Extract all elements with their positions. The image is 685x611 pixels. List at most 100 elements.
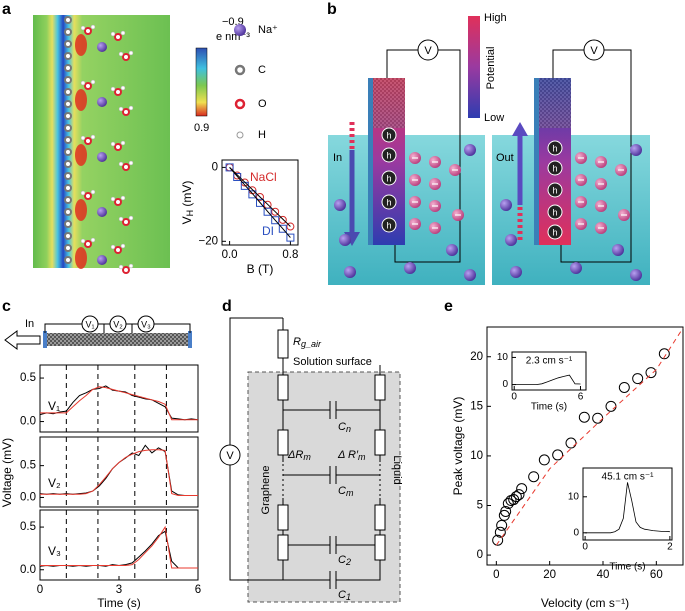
point: [658, 348, 670, 360]
hydrogen: [128, 105, 134, 111]
carbon: [64, 40, 72, 48]
symbol: Δ R′: [337, 449, 359, 461]
hydrogen: [120, 140, 126, 146]
in-label: In: [25, 318, 34, 330]
point: [516, 483, 528, 495]
point: [500, 505, 512, 517]
legend-label: C: [258, 64, 266, 76]
y-axis-label-part: H: [185, 210, 195, 217]
hole-label: h: [386, 220, 391, 230]
cation: [339, 234, 351, 246]
y-tick-label: 0: [477, 549, 483, 561]
carbon: [64, 136, 72, 144]
flow-label: Out: [496, 152, 514, 164]
symbol: C: [338, 589, 346, 601]
hole: [381, 170, 397, 186]
cation: [612, 244, 624, 256]
subscript: m: [303, 452, 311, 462]
symbol: C: [338, 485, 346, 497]
hydrogen: [90, 134, 96, 140]
voltmeter: [583, 39, 605, 61]
panel-letter: d: [222, 298, 232, 315]
series-label: NaCl: [250, 170, 277, 184]
y-tick-label: 10: [568, 491, 580, 502]
point: [496, 519, 508, 531]
hydrogen: [80, 25, 86, 31]
x-tick-label: 0: [511, 392, 517, 403]
hydrogen: [90, 237, 96, 243]
oxygen: [84, 137, 92, 145]
resistor: [277, 504, 289, 531]
hole: [381, 217, 397, 233]
carbon: [64, 64, 72, 72]
y-tick-label: 0: [212, 161, 218, 173]
hydrogen: [120, 85, 126, 91]
hole-label: h: [386, 130, 391, 140]
x-tick-label: 0.8: [282, 249, 298, 261]
probe: [137, 315, 155, 333]
component-label: C1: [338, 589, 351, 602]
cation: [464, 144, 476, 156]
symbol: R: [293, 336, 301, 348]
hydrogen: [118, 161, 124, 167]
y-tick-label: 0.5: [20, 372, 36, 384]
flow-arrow-head: [512, 122, 528, 136]
component-label: Cm: [338, 485, 354, 498]
x-axis-label: Velocity (cm s⁻¹): [541, 596, 629, 610]
hole: [547, 160, 563, 176]
point: [286, 222, 295, 231]
charge-blob: [75, 199, 87, 221]
electrode: [188, 331, 192, 348]
x-tick-label: 6: [578, 392, 584, 403]
plot-frame: [39, 509, 199, 581]
carbon: [64, 28, 72, 36]
sodium: [97, 255, 107, 265]
x-axis-label: Time (s): [609, 562, 645, 573]
simulation-map: [33, 15, 170, 268]
electrode: [43, 331, 47, 348]
y-tick-label: 15: [470, 400, 483, 412]
hydrogen: [118, 51, 124, 57]
y-axis-label-part: (mV): [180, 181, 194, 210]
point: [513, 489, 525, 501]
symbol: C: [338, 421, 346, 433]
atoms: [64, 16, 134, 274]
hydrogen: [120, 30, 126, 36]
wire: [552, 49, 632, 263]
probe: [109, 315, 127, 333]
subscript: g_air: [301, 339, 322, 349]
hole: [547, 224, 563, 240]
hole: [381, 127, 397, 143]
graphene-mesh: [373, 78, 405, 128]
y-tick-label: 0: [502, 379, 508, 390]
oxygen: [114, 88, 122, 96]
chart-title: 2.3 cm s⁻¹: [526, 356, 573, 367]
hole-label: h: [386, 197, 391, 207]
carbon: [64, 112, 72, 120]
symbol: C: [338, 554, 346, 566]
hydrogen: [80, 190, 86, 196]
cation: [570, 262, 582, 274]
hydrogen: [118, 106, 124, 112]
legend-label: Na⁺: [258, 24, 278, 36]
voltmeter: [417, 39, 439, 61]
graphene-strip: [45, 333, 190, 346]
component-label: Cn: [338, 421, 351, 434]
hole: [547, 204, 563, 220]
x-tick-label: 3: [116, 584, 122, 596]
series-line: [229, 167, 291, 238]
x-tick-label: 20: [543, 569, 556, 581]
probe-label: V₃: [141, 319, 151, 329]
charge-blob: [75, 34, 87, 56]
x-tick-label: 0: [493, 569, 499, 581]
y-axis-label: Voltage (mV): [0, 438, 14, 507]
hydrogen: [120, 195, 126, 201]
charge-blob: [75, 144, 87, 166]
y-tick-label: 0: [573, 527, 579, 538]
point: [286, 233, 295, 242]
oxygen: [114, 198, 122, 206]
point: [632, 373, 644, 385]
plot-frame: [39, 364, 199, 433]
y-tick-label: 10: [497, 352, 509, 363]
hydrogen: [120, 243, 126, 249]
